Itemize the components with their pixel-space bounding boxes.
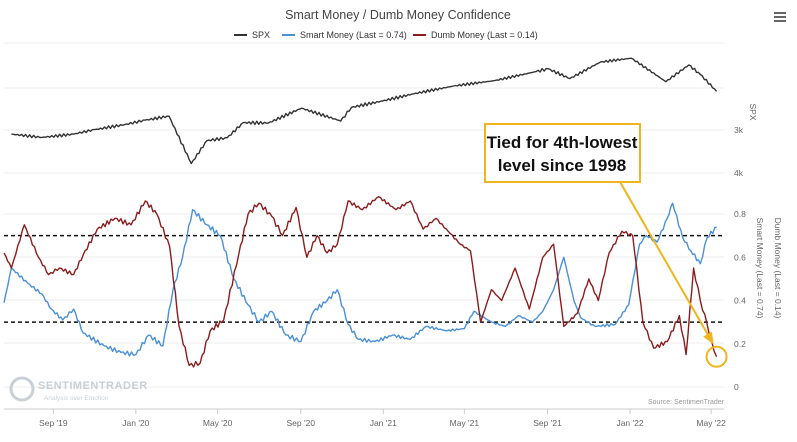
spx-line <box>11 57 718 165</box>
confidence-tick-label: 0 <box>734 382 739 392</box>
confidence-tick-label: 0.4 <box>734 296 746 306</box>
x-tick-label: May '21 <box>450 418 480 428</box>
axes: Sep '19 Jan '20 May '20 Sep '20 Jan '21 May '… <box>4 125 746 428</box>
annotation-box <box>484 123 641 183</box>
annotation-arrowhead <box>703 331 714 345</box>
annotation-callout: Tied for 4th-lowest level since 1998 <box>484 123 728 368</box>
legend-item-dumb-money[interactable]: Dumb Money (Last = 0.14) <box>413 30 538 40</box>
smart-money-axis-title: Smart Money (Last = 0.74) <box>755 218 765 319</box>
dumb-money-axis-title: Dumb Money (Last = 0.14) <box>773 218 783 319</box>
annotation-arrow <box>619 181 714 344</box>
chart-title: Smart Money / Dumb Money Confidence <box>285 8 511 22</box>
annotation-line-1: Tied for 4th-lowest <box>487 133 638 152</box>
legend: SPX Smart Money (Last = 0.74) Dumb Money… <box>234 30 538 40</box>
watermark-logo: SENTIMENTRADER Analysis over Emotion <box>9 376 148 402</box>
x-tick-label: May '20 <box>203 418 233 428</box>
legend-label-spx: SPX <box>252 30 270 40</box>
x-tick-label: Jan '21 <box>370 418 397 428</box>
legend-item-smart-money[interactable]: Smart Money (Last = 0.74) <box>282 30 407 40</box>
logo-name: SENTIMENTRADER <box>38 380 148 392</box>
x-tick-label: Jan '22 <box>616 418 643 428</box>
logo-tagline: Analysis over Emotion <box>44 395 109 402</box>
confidence-tick-label: 0.2 <box>734 339 746 349</box>
spx-axis-title: SPX <box>748 103 758 120</box>
source-credit: Source: SentimenTrader <box>648 399 725 406</box>
spx-tick-label: 4k <box>734 168 744 178</box>
x-tick-label: Sep '21 <box>533 418 562 428</box>
x-tick-label: May '22 <box>696 418 726 428</box>
spx-tick-label: 3k <box>734 125 744 135</box>
confidence-tick-label: 0.6 <box>734 252 746 262</box>
grid-lines <box>4 42 724 388</box>
reference-lines <box>4 234 724 323</box>
series-lines <box>3 57 718 368</box>
annotation-highlight-circle <box>705 345 728 368</box>
confidence-tick-label: 0.8 <box>734 209 746 219</box>
x-tick-label: Sep '20 <box>286 418 315 428</box>
dumb-money-line <box>3 195 718 368</box>
legend-label-dumb-money: Dumb Money (Last = 0.14) <box>431 30 538 40</box>
menu-icon[interactable] <box>773 10 787 24</box>
legend-label-smart-money: Smart Money (Last = 0.74) <box>300 30 407 40</box>
annotation-line-2: level since 1998 <box>498 156 627 175</box>
x-tick-label: Jan '20 <box>122 418 149 428</box>
x-tick-label: Sep '19 <box>39 418 68 428</box>
legend-item-spx[interactable]: SPX <box>234 30 270 40</box>
smart-money-line <box>3 202 717 357</box>
logo-icon <box>9 376 35 402</box>
